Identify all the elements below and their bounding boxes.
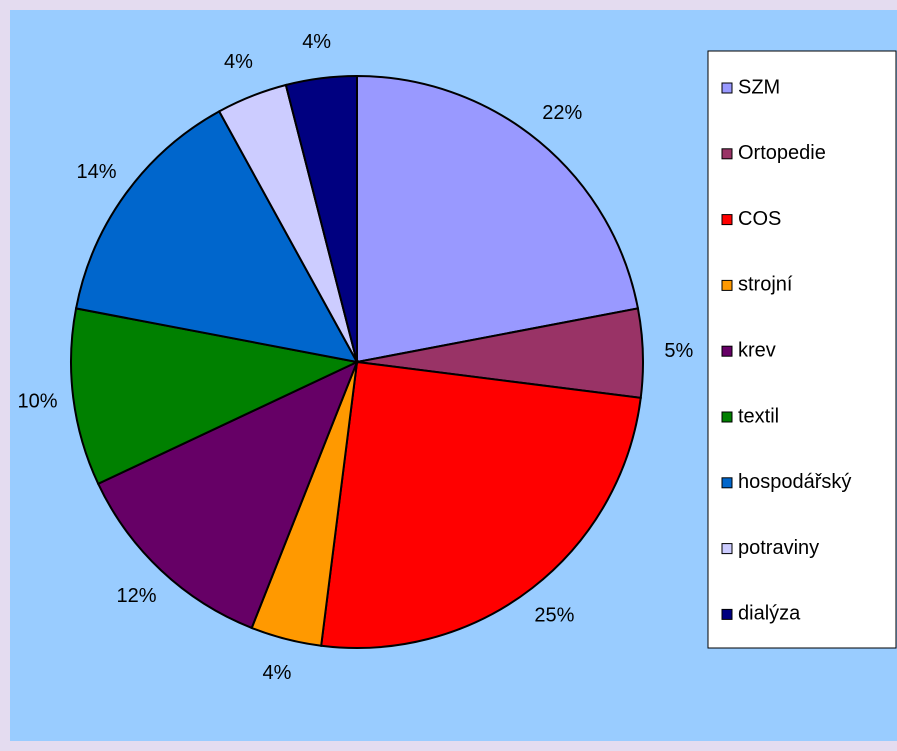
legend-label: dialýza [738,603,801,625]
legend-swatch [721,82,733,94]
pie-slice [96,360,359,630]
legend-swatch [721,411,733,423]
legend-swatch [721,148,733,160]
legend-swatch [721,279,733,291]
pie-slice [356,74,640,364]
pie-slice [284,74,358,363]
legend-swatch [721,608,733,620]
data-label: 10% [18,391,58,413]
data-label: 5% [664,340,693,362]
legend-label: SZM [738,76,780,98]
legend-label: potraviny [738,537,819,559]
data-label: 12% [117,585,157,607]
legend-label: COS [738,208,781,230]
legend-label: krev [738,339,776,361]
pie-slice [70,307,361,486]
data-label: 4% [224,51,253,73]
pie-slice [74,110,359,364]
pie-slice [320,360,642,649]
legend-swatch [721,214,733,226]
legend-box [707,50,897,649]
legend-label: hospodářský [738,471,851,493]
legend-label: textil [738,405,779,427]
data-label: 4% [262,662,291,684]
legend-label: Ortopedie [738,142,826,164]
legend-swatch [721,543,733,555]
data-label: 4% [302,31,331,53]
data-label: 25% [534,605,574,627]
legend-label: strojní [738,274,793,296]
data-label: 22% [542,102,582,124]
data-label: 14% [76,161,116,183]
legend-swatch [721,345,733,357]
legend-swatch [721,477,733,489]
